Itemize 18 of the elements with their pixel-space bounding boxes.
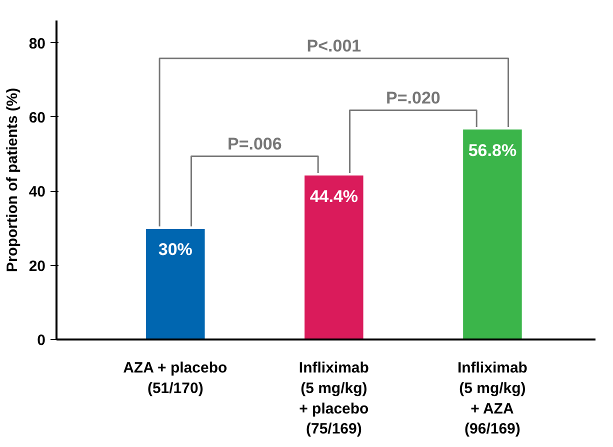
x-tick-label: Infliximab (5 mg/kg) + placebo (75/169) [298, 360, 369, 438]
annotation: P=.006 [227, 134, 282, 154]
bar [462, 128, 524, 340]
data-label: 44.4% [310, 186, 358, 206]
bar [144, 227, 206, 340]
y-tick-label: 60 [28, 109, 46, 126]
annotation: P<.001 [306, 36, 362, 56]
data-label: 56.8% [468, 140, 517, 160]
y-tick-label: 0 [37, 332, 46, 349]
y-tick-label: 40 [28, 184, 46, 201]
annotation: P=.020 [386, 88, 440, 108]
x-tick-label: AZA + placebo (51/170) [123, 360, 228, 397]
y-tick-label: 20 [28, 258, 46, 275]
x-tick-label: Infliximab (5 mg/kg) + AZA (96/169) [457, 360, 528, 438]
bar [303, 174, 365, 340]
y-tick-label: 80 [28, 35, 46, 52]
data-label: 30% [158, 240, 192, 260]
y-axis-title: Proportion of patients (%) [4, 88, 21, 272]
